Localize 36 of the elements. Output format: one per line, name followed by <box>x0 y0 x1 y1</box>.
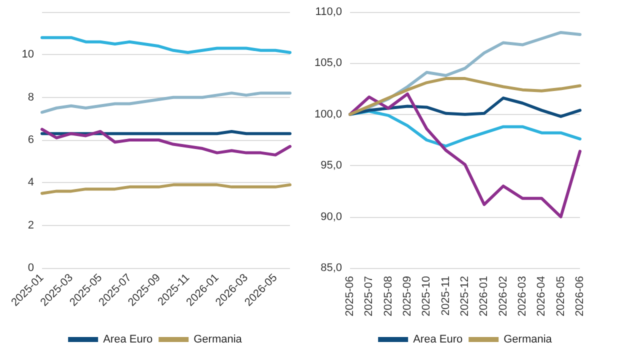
x-tick-label: 2025-11 <box>440 276 452 316</box>
x-tick-label: 2026-04 <box>536 276 548 316</box>
legend-label: Area Euro <box>103 334 153 346</box>
y-tick-label: 4 <box>28 176 34 189</box>
y-tick-label: 10 <box>22 48 34 61</box>
line-series <box>40 128 292 156</box>
line-series <box>40 183 292 195</box>
y-tick-label: 100,0 <box>314 108 342 120</box>
x-tick-label: 2025-08 <box>382 276 394 316</box>
y-tick-label: 0 <box>28 262 34 274</box>
x-tick-label: 2025-10 <box>420 276 433 316</box>
x-tick-label: 2025-07 <box>363 276 376 316</box>
y-tick-label: 110,0 <box>315 6 342 18</box>
line-series <box>348 96 582 118</box>
line-series <box>348 92 582 218</box>
y-tick-label: 85,0 <box>320 262 342 274</box>
y-tick-label: 2 <box>28 219 34 232</box>
x-tick-label: 2026-02 <box>497 276 510 316</box>
y-tick-label: 6 <box>28 134 34 146</box>
y-tick-label: 105,0 <box>314 57 342 70</box>
y-tick-label: 90,0 <box>320 210 342 223</box>
x-tick-label: 2025-06 <box>344 276 356 316</box>
line-series <box>40 92 292 114</box>
y-tick-label: 8 <box>28 91 34 104</box>
legend-label: Area Euro <box>413 334 463 346</box>
legend-label: Germania <box>194 334 243 346</box>
x-tick-label: 2025-12 <box>459 276 471 316</box>
x-tick-label: 2026-01 <box>478 276 490 316</box>
x-tick-label: 2026-03 <box>516 276 528 316</box>
legend-label: Germania <box>504 334 553 346</box>
x-tick-label: 2026-05 <box>554 276 567 316</box>
line-series <box>40 36 292 54</box>
x-tick-label: 2025-09 <box>402 276 414 316</box>
x-tick-label: 2026-06 <box>574 276 586 316</box>
line-series <box>348 77 582 116</box>
y-tick-label: 95,0 <box>320 160 342 172</box>
